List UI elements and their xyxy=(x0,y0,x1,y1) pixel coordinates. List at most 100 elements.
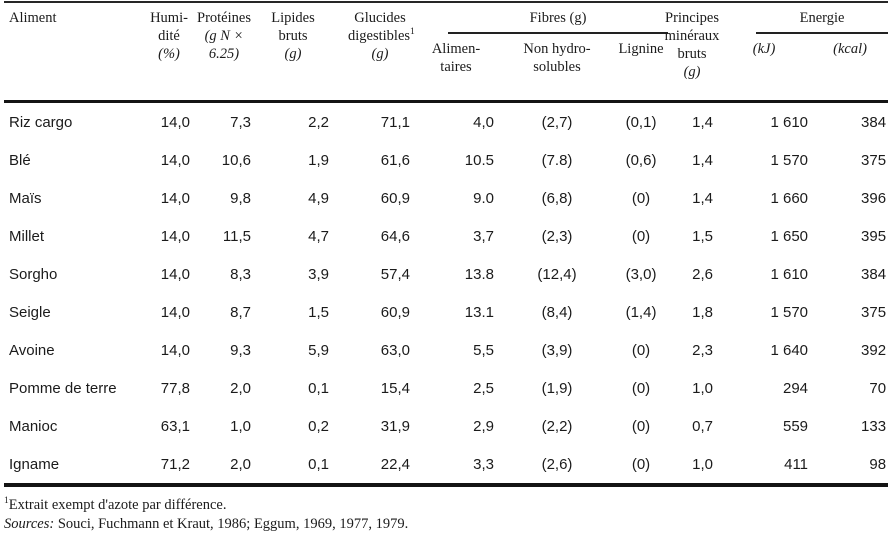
col-header-proteines: Protéines (g N × 6.25) xyxy=(194,2,254,102)
header-unit: (%) xyxy=(158,46,180,62)
cell-fibres-non-hydrosolubles: (12,4) xyxy=(537,265,577,283)
cell-fibres-non-hydrosolubles: (2,6) xyxy=(541,455,573,473)
cell-fibres-non-hydrosolubles: (1,9) xyxy=(541,379,573,397)
cell-energie-kj: 1 610 xyxy=(770,113,809,131)
cell-energie-kj: 411 xyxy=(784,455,809,473)
header-unit: (g N × xyxy=(204,28,244,44)
cell-humidite: 14,0 xyxy=(160,151,190,169)
col-group-fibres: Fibres (g) xyxy=(412,2,669,34)
cell-fibres-lignine: (0) xyxy=(631,379,651,397)
cell-proteines: 11,5 xyxy=(222,227,251,245)
cell-humidite: 14,0 xyxy=(160,303,190,321)
table-row: Blé 14,0 10,6 1,9 61,6 10.5 (7.8) (0,6) 1,4 1 570… xyxy=(4,141,888,179)
cell-glucides-digestibles: 64,6 xyxy=(380,227,410,245)
cell-fibres-alimentaires: 9.0 xyxy=(473,189,494,207)
nutrition-table: Aliment Humi- dité (%) Protéines (g N × … xyxy=(4,1,889,487)
cell-energie-kcal: 70 xyxy=(869,379,887,397)
cell-energie-kcal: 375 xyxy=(861,151,887,169)
table-row: Riz cargo 14,0 7,3 2,2 71,1 4,0 (2,7) (0,1) 1,4 1… xyxy=(4,102,888,142)
cell-proteines: 8,7 xyxy=(230,303,251,321)
cell-humidite: 14,0 xyxy=(160,113,190,131)
cell-humidite: 14,0 xyxy=(160,341,190,359)
cell-proteines: 9,3 xyxy=(230,341,251,359)
col-group-energie: Energie xyxy=(716,2,889,34)
cell-fibres-lignine: (0) xyxy=(631,189,651,207)
cell-fibres-lignine: (0) xyxy=(631,455,651,473)
cell-glucides-digestibles: 63,0 xyxy=(380,341,410,359)
header-unit: (g) xyxy=(683,64,701,80)
col-header-lipides: Lipides bruts (g) xyxy=(254,2,332,102)
cell-fibres-lignine: (3,0) xyxy=(625,265,657,283)
cell-fibres-non-hydrosolubles: (2,3) xyxy=(541,227,573,245)
cell-energie-kj: 1 610 xyxy=(770,265,809,283)
sources-line: Sources: Souci, Fuchmann et Kraut, 1986;… xyxy=(4,515,888,534)
cell-proteines: 1,0 xyxy=(230,417,251,435)
cell-energie-kcal: 395 xyxy=(861,227,887,245)
cell-humidite: 63,1 xyxy=(160,417,190,435)
cell-principes-mineraux-bruts: 1,4 xyxy=(692,113,714,131)
cell-fibres-alimentaires: 13.8 xyxy=(464,265,494,283)
header-unit: (kcal) xyxy=(833,41,867,57)
cell-aliment: Manioc xyxy=(9,417,58,435)
cell-fibres-alimentaires: 13.1 xyxy=(464,303,494,321)
header-label: bruts xyxy=(278,28,308,44)
cell-principes-mineraux-bruts: 2,3 xyxy=(692,341,714,359)
col-header-aliment: Aliment xyxy=(4,2,144,102)
table-header: Aliment Humi- dité (%) Protéines (g N × … xyxy=(4,2,889,102)
cell-lipides-bruts: 0,2 xyxy=(308,417,329,435)
cell-aliment: Millet xyxy=(9,227,45,245)
table-footnotes: 1Extrait exempt d'azote par différence. … xyxy=(4,492,888,534)
header-label: Lignine xyxy=(618,41,664,57)
cell-lipides-bruts: 4,7 xyxy=(308,227,329,245)
table-row: Millet 14,0 11,5 4,7 64,6 3,7 (2,3) (0) 1,5 1 650… xyxy=(4,217,888,255)
cell-lipides-bruts: 1,5 xyxy=(308,303,329,321)
header-label: Principes xyxy=(665,10,720,26)
cell-proteines: 9,8 xyxy=(230,189,251,207)
table-row: Seigle 14,0 8,7 1,5 60,9 13.1 (8,4) (1,4) 1,8 1 5… xyxy=(4,293,888,331)
header-label: minéraux xyxy=(664,28,720,44)
cell-lipides-bruts: 0,1 xyxy=(308,379,329,397)
cell-fibres-non-hydrosolubles: (2,2) xyxy=(541,417,573,435)
header-unit: (g) xyxy=(284,46,302,62)
cell-energie-kj: 559 xyxy=(783,417,809,435)
cell-energie-kj: 1 640 xyxy=(770,341,809,359)
cell-humidite: 14,0 xyxy=(160,227,190,245)
header-label: Protéines xyxy=(197,10,251,26)
footnote-marker: 1 xyxy=(4,496,9,506)
cell-energie-kcal: 98 xyxy=(869,455,887,473)
header-label: solubles xyxy=(533,59,581,75)
cell-glucides-digestibles: 57,4 xyxy=(380,265,410,283)
cell-fibres-non-hydrosolubles: (8,4) xyxy=(541,303,573,321)
header-label: Alimen- xyxy=(431,41,481,57)
col-header-fibres-non-hydrosolubles: Non hydro- solubles xyxy=(500,34,614,102)
col-header-glucides: Glucides digestibles1 (g) xyxy=(332,2,415,102)
cell-fibres-non-hydrosolubles: (7.8) xyxy=(541,151,573,169)
cell-fibres-non-hydrosolubles: (2,7) xyxy=(541,113,573,131)
col-header-energie-kj: (kJ) xyxy=(716,34,812,102)
header-label: Non hydro- xyxy=(523,41,591,57)
footnote-line: 1Extrait exempt d'azote par différence. xyxy=(4,492,888,515)
cell-principes-mineraux-bruts: 1,0 xyxy=(692,455,714,473)
cell-aliment: Seigle xyxy=(9,303,51,321)
cell-fibres-lignine: (0) xyxy=(631,417,651,435)
header-label: Glucides xyxy=(354,10,406,26)
cell-energie-kj: 294 xyxy=(783,379,809,397)
cell-lipides-bruts: 2,2 xyxy=(308,113,329,131)
cell-aliment: Maïs xyxy=(9,189,42,207)
cell-fibres-alimentaires: 2,9 xyxy=(473,417,494,435)
table-row: Igname 71,2 2,0 0,1 22,4 3,3 (2,6) (0) 1,0 411 98 xyxy=(4,445,888,485)
cell-lipides-bruts: 1,9 xyxy=(308,151,329,169)
cell-principes-mineraux-bruts: 1,0 xyxy=(692,379,714,397)
header-label: dité xyxy=(158,28,180,44)
cell-proteines: 10,6 xyxy=(221,151,251,169)
header-label: taires xyxy=(440,59,472,75)
cell-principes-mineraux-bruts: 1,4 xyxy=(692,189,714,207)
cell-humidite: 77,8 xyxy=(160,379,190,397)
cell-energie-kj: 1 660 xyxy=(770,189,809,207)
cell-fibres-non-hydrosolubles: (3,9) xyxy=(541,341,573,359)
table-row: Pomme de terre 77,8 2,0 0,1 15,4 2,5 (1,9) (0) 1… xyxy=(4,369,888,407)
cell-proteines: 2,0 xyxy=(230,379,251,397)
cell-energie-kcal: 375 xyxy=(861,303,887,321)
cell-energie-kcal: 396 xyxy=(861,189,887,207)
